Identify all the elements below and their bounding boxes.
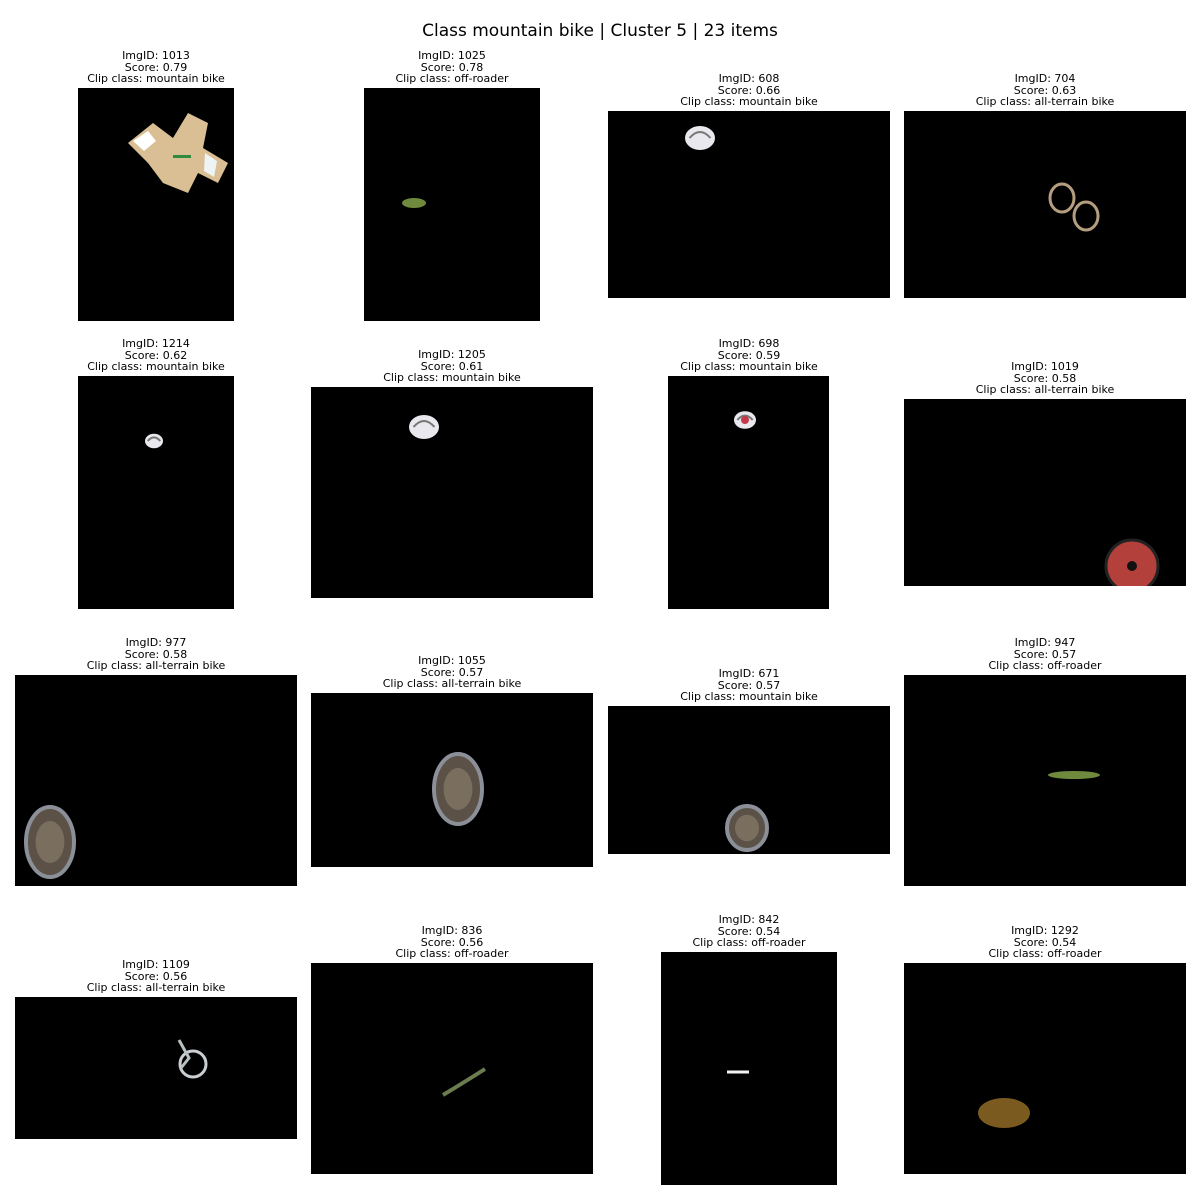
segmented-object — [15, 675, 297, 886]
segmented-object — [904, 963, 1186, 1174]
item-caption: ImgID: 671 Score: 0.57 Clip class: mountai… — [608, 668, 890, 703]
grid-cell: ImgID: 1109 Score: 0.56 Clip class: all-te… — [15, 955, 297, 1139]
img-id-label: ImgID: 1205 — [311, 349, 593, 361]
img-id-label: ImgID: 608 — [608, 73, 890, 85]
thumbnail-image — [311, 963, 593, 1174]
grid-cell: ImgID: 947 Score: 0.57 Clip class: off-roa… — [904, 633, 1186, 886]
img-id-label: ImgID: 1025 — [311, 50, 593, 62]
segmented-object — [608, 706, 890, 854]
clip-class-label: Clip class: all-terrain bike — [311, 678, 593, 690]
img-id-label: ImgID: 671 — [608, 668, 890, 680]
segmented-object — [15, 997, 297, 1139]
segmented-object — [904, 399, 1186, 586]
thumbnail-image — [668, 376, 829, 609]
segmented-object — [904, 675, 1186, 886]
grid-cell: ImgID: 698 Score: 0.59 Clip class: mountai… — [608, 334, 890, 609]
clip-class-label: Clip class: off-roader — [904, 948, 1186, 960]
grid-cell: ImgID: 1013 Score: 0.79 Clip class: mounta… — [15, 46, 297, 321]
item-caption: ImgID: 1292 Score: 0.54 Clip class: off-ro… — [904, 925, 1186, 960]
grid-cell: ImgID: 1214 Score: 0.62 Clip class: mounta… — [15, 334, 297, 609]
item-caption: ImgID: 1055 Score: 0.57 Clip class: all-te… — [311, 655, 593, 690]
figure-title: Class mountain bike | Cluster 5 | 23 ite… — [0, 21, 1200, 41]
segmented-object — [311, 963, 593, 1174]
item-caption: ImgID: 1205 Score: 0.61 Clip class: mounta… — [311, 349, 593, 384]
grid-cell: ImgID: 704 Score: 0.63 Clip class: all-ter… — [904, 69, 1186, 298]
thumbnail-image — [661, 952, 837, 1185]
item-caption: ImgID: 1109 Score: 0.56 Clip class: all-te… — [15, 959, 297, 994]
grid-cell: ImgID: 1055 Score: 0.57 Clip class: all-te… — [311, 651, 593, 867]
clip-class-label: Clip class: mountain bike — [608, 361, 890, 373]
clip-class-label: Clip class: off-roader — [608, 937, 890, 949]
segmented-object — [311, 693, 593, 867]
item-caption: ImgID: 698 Score: 0.59 Clip class: mountai… — [608, 338, 890, 373]
thumbnail-image — [608, 111, 890, 298]
clip-class-label: Clip class: mountain bike — [608, 96, 890, 108]
img-id-label: ImgID: 947 — [904, 637, 1186, 649]
item-caption: ImgID: 608 Score: 0.66 Clip class: mountai… — [608, 73, 890, 108]
grid-cell: ImgID: 608 Score: 0.66 Clip class: mountai… — [608, 69, 890, 298]
clip-class-label: Clip class: all-terrain bike — [904, 384, 1186, 396]
grid-cell: ImgID: 977 Score: 0.58 Clip class: all-ter… — [15, 633, 297, 886]
segmented-object — [78, 376, 234, 609]
segmented-object — [668, 376, 829, 609]
grid-cell: ImgID: 671 Score: 0.57 Clip class: mountai… — [608, 664, 890, 854]
img-id-label: ImgID: 1292 — [904, 925, 1186, 937]
img-id-label: ImgID: 698 — [608, 338, 890, 350]
item-caption: ImgID: 842 Score: 0.54 Clip class: off-roa… — [608, 914, 890, 949]
clip-class-label: Clip class: off-roader — [311, 948, 593, 960]
clip-class-label: Clip class: mountain bike — [311, 372, 593, 384]
item-caption: ImgID: 977 Score: 0.58 Clip class: all-ter… — [15, 637, 297, 672]
grid-cell: ImgID: 842 Score: 0.54 Clip class: off-roa… — [608, 910, 890, 1185]
thumbnail-image — [364, 88, 540, 321]
segmented-object — [78, 88, 234, 321]
img-id-label: ImgID: 704 — [904, 73, 1186, 85]
img-id-label: ImgID: 842 — [608, 914, 890, 926]
thumbnail-image — [78, 376, 234, 609]
thumbnail-image — [311, 387, 593, 598]
grid-cell: ImgID: 1292 Score: 0.54 Clip class: off-ro… — [904, 921, 1186, 1174]
clip-class-label: Clip class: mountain bike — [15, 361, 297, 373]
thumbnail-image — [15, 997, 297, 1139]
item-caption: ImgID: 836 Score: 0.56 Clip class: off-roa… — [311, 925, 593, 960]
img-id-label: ImgID: 1109 — [15, 959, 297, 971]
item-caption: ImgID: 947 Score: 0.57 Clip class: off-roa… — [904, 637, 1186, 672]
img-id-label: ImgID: 1214 — [15, 338, 297, 350]
item-caption: ImgID: 1013 Score: 0.79 Clip class: mounta… — [15, 50, 297, 85]
clip-class-label: Clip class: all-terrain bike — [15, 660, 297, 672]
clip-class-label: Clip class: off-roader — [311, 73, 593, 85]
thumbnail-image — [311, 693, 593, 867]
clip-class-label: Clip class: all-terrain bike — [15, 982, 297, 994]
img-id-label: ImgID: 1013 — [15, 50, 297, 62]
item-caption: ImgID: 1214 Score: 0.62 Clip class: mounta… — [15, 338, 297, 373]
clip-class-label: Clip class: off-roader — [904, 660, 1186, 672]
thumbnail-image — [608, 706, 890, 854]
grid-cell: ImgID: 1205 Score: 0.61 Clip class: mounta… — [311, 345, 593, 598]
segmented-object — [661, 952, 837, 1185]
thumbnail-image — [15, 675, 297, 886]
img-id-label: ImgID: 1019 — [904, 361, 1186, 373]
img-id-label: ImgID: 977 — [15, 637, 297, 649]
img-id-label: ImgID: 836 — [311, 925, 593, 937]
clip-class-label: Clip class: all-terrain bike — [904, 96, 1186, 108]
grid-cell: ImgID: 1025 Score: 0.78 Clip class: off-ro… — [311, 46, 593, 321]
item-caption: ImgID: 1019 Score: 0.58 Clip class: all-te… — [904, 361, 1186, 396]
thumbnail-image — [904, 111, 1186, 298]
item-caption: ImgID: 1025 Score: 0.78 Clip class: off-ro… — [311, 50, 593, 85]
clip-class-label: Clip class: mountain bike — [608, 691, 890, 703]
grid-cell: ImgID: 836 Score: 0.56 Clip class: off-roa… — [311, 921, 593, 1174]
segmented-object — [904, 111, 1186, 298]
thumbnail-image — [904, 399, 1186, 586]
item-caption: ImgID: 704 Score: 0.63 Clip class: all-ter… — [904, 73, 1186, 108]
grid-cell: ImgID: 1019 Score: 0.58 Clip class: all-te… — [904, 357, 1186, 586]
thumbnail-image — [904, 963, 1186, 1174]
clip-class-label: Clip class: mountain bike — [15, 73, 297, 85]
segmented-object — [311, 387, 593, 598]
segmented-object — [608, 111, 890, 298]
segmented-object — [364, 88, 540, 321]
img-id-label: ImgID: 1055 — [311, 655, 593, 667]
thumbnail-image — [78, 88, 234, 321]
thumbnail-image — [904, 675, 1186, 886]
